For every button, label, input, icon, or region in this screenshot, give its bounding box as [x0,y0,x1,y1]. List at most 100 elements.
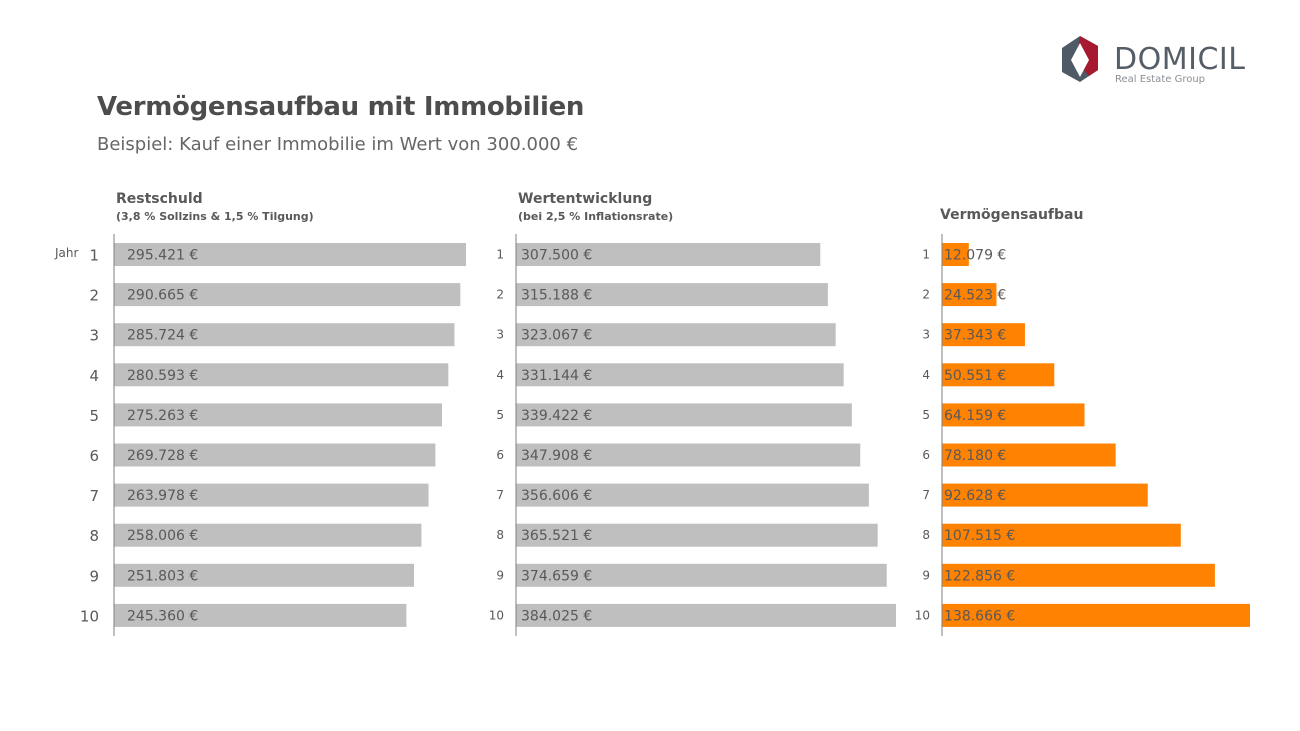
vermoegensaufbau-bar-3 [942,323,1025,347]
wertentwicklung-year-tick-3: 3 [496,328,504,342]
wertentwicklung-value-label-10: 384.025 € [521,608,592,624]
restschuld-year-tick-7: 7 [89,487,99,505]
chart-2-title: Wertentwicklung [518,191,653,207]
page-subtitle: Beispiel: Kauf einer Immobilie im Wert v… [97,134,579,155]
restschuld-year-tick-3: 3 [89,327,99,345]
vermoegensaufbau-bar-7 [942,483,1148,507]
vermoegensaufbau-year-tick-10: 10 [915,608,930,622]
wertentwicklung-bar-8 [516,523,878,547]
vermoegensaufbau-year-tick-2: 2 [922,288,930,302]
wertentwicklung-year-tick-4: 4 [496,368,504,382]
company-logo: DOMICIL Real Estate Group [1058,34,1258,86]
restschuld-bar-6 [114,443,436,467]
wertentwicklung-bar-9 [516,563,887,587]
wertentwicklung-bar-10 [516,603,896,627]
restschuld-bar-5 [114,403,442,427]
vermoegensaufbau-bar-4 [942,363,1055,387]
vermoegensaufbau-value-label-5: 64.159 € [944,408,1006,424]
wertentwicklung-value-label-9: 374.659 € [521,568,592,584]
wertentwicklung-year-tick-7: 7 [496,488,504,502]
domicil-logo-icon [1062,36,1098,82]
restschuld-bar-4 [114,363,449,387]
chart-3-title: Vermögensaufbau [940,207,1084,223]
restschuld-year-tick-10: 10 [80,607,99,625]
vermoegensaufbau-bar-6 [942,443,1116,467]
wertentwicklung-year-tick-6: 6 [496,448,504,462]
restschuld-year-tick-6: 6 [89,447,99,465]
vermoegensaufbau-bar-10 [942,603,1250,627]
vermoegensaufbau-value-label-2: 24.523 € [944,288,1006,304]
wertentwicklung-value-label-8: 365.521 € [521,528,592,544]
wertentwicklung-bar-4 [516,363,844,387]
chart-1-title: Restschuld [116,191,203,207]
restschuld-bar-9 [114,563,415,587]
chart-2-subtitle: (bei 2,5 % Inflationsrate) [518,210,674,223]
vermoegensaufbau-value-label-1: 12.079 € [944,248,1006,264]
page-title: Vermögensaufbau mit Immobilien [97,92,585,122]
vermoegensaufbau-bar-5 [942,403,1085,427]
vermoegensaufbau-year-tick-7: 7 [922,488,930,502]
wertentwicklung-year-tick-8: 8 [496,528,504,542]
wertentwicklung-year-tick-10: 10 [489,608,504,622]
vermoegensaufbau-year-tick-9: 9 [922,568,930,582]
restschuld-bar-3 [114,323,455,347]
restschuld-value-label-5: 275.263 € [127,408,198,424]
restschuld-bar-1 [114,243,466,266]
vermoegensaufbau-bar-1 [942,243,969,266]
wertentwicklung-year-tick-9: 9 [496,568,504,582]
restschuld-year-tick-1: 1 [89,247,99,265]
wertentwicklung-bar-7 [516,483,869,507]
restschuld-value-label-4: 280.593 € [127,368,198,384]
vermoegensaufbau-bar-9 [942,563,1215,587]
wertentwicklung-value-label-5: 339.422 € [521,408,592,424]
restschuld-value-label-1: 295.421 € [127,248,198,264]
vermoegensaufbau-value-label-10: 138.666 € [944,608,1015,624]
vermoegensaufbau-year-tick-5: 5 [922,408,930,422]
wertentwicklung-year-tick-1: 1 [496,248,504,262]
wertentwicklung-year-tick-2: 2 [496,288,504,302]
vermoegensaufbau-year-tick-1: 1 [922,248,930,262]
vermoegensaufbau-value-label-8: 107.515 € [944,528,1015,544]
vermoegensaufbau-year-tick-3: 3 [922,328,930,342]
restschuld-value-label-9: 251.803 € [127,568,198,584]
wertentwicklung-bar-1 [516,243,821,266]
restschuld-bar-10 [114,603,407,627]
vermoegensaufbau-value-label-7: 92.628 € [944,488,1006,504]
restschuld-year-tick-2: 2 [89,287,99,305]
restschuld-value-label-10: 245.360 € [127,608,198,624]
vermoegensaufbau-bar-8 [942,523,1181,547]
year-axis-label: Jahr [55,246,79,260]
vermoegensaufbau-year-tick-8: 8 [922,528,930,542]
wertentwicklung-value-label-4: 331.144 € [521,368,592,384]
restschuld-value-label-3: 285.724 € [127,328,198,344]
wertentwicklung-value-label-7: 356.606 € [521,488,592,504]
wertentwicklung-value-label-3: 323.067 € [521,328,592,344]
logo-wordmark: DOMICIL [1114,42,1246,77]
wertentwicklung-value-label-6: 347.908 € [521,448,592,464]
wertentwicklung-bar-5 [516,403,852,427]
wertentwicklung-bar-3 [516,323,836,347]
wertentwicklung-year-tick-5: 5 [496,408,504,422]
restschuld-bar-8 [114,523,422,547]
restschuld-year-tick-9: 9 [89,567,99,585]
restschuld-value-label-8: 258.006 € [127,528,198,544]
restschuld-bar-7 [114,483,429,507]
restschuld-value-label-6: 269.728 € [127,448,198,464]
wertentwicklung-bar-6 [516,443,861,467]
chart-1-subtitle: (3,8 % Sollzins & 1,5 % Tilgung) [116,210,314,223]
restschuld-bar-2 [114,283,461,307]
restschuld-value-label-7: 263.978 € [127,488,198,504]
restschuld-year-tick-5: 5 [89,407,99,425]
restschuld-year-tick-4: 4 [89,367,99,385]
vermoegensaufbau-value-label-4: 50.551 € [944,368,1006,384]
logo-tagline: Real Estate Group [1115,74,1206,85]
vermoegensaufbau-value-label-9: 122.856 € [944,568,1015,584]
restschuld-year-tick-8: 8 [89,527,99,545]
restschuld-value-label-2: 290.665 € [127,288,198,304]
vermoegensaufbau-value-label-6: 78.180 € [944,448,1006,464]
wertentwicklung-bar-2 [516,283,828,307]
vermoegensaufbau-value-label-3: 37.343 € [944,328,1006,344]
wertentwicklung-value-label-2: 315.188 € [521,288,592,304]
vermoegensaufbau-bar-2 [942,283,997,307]
